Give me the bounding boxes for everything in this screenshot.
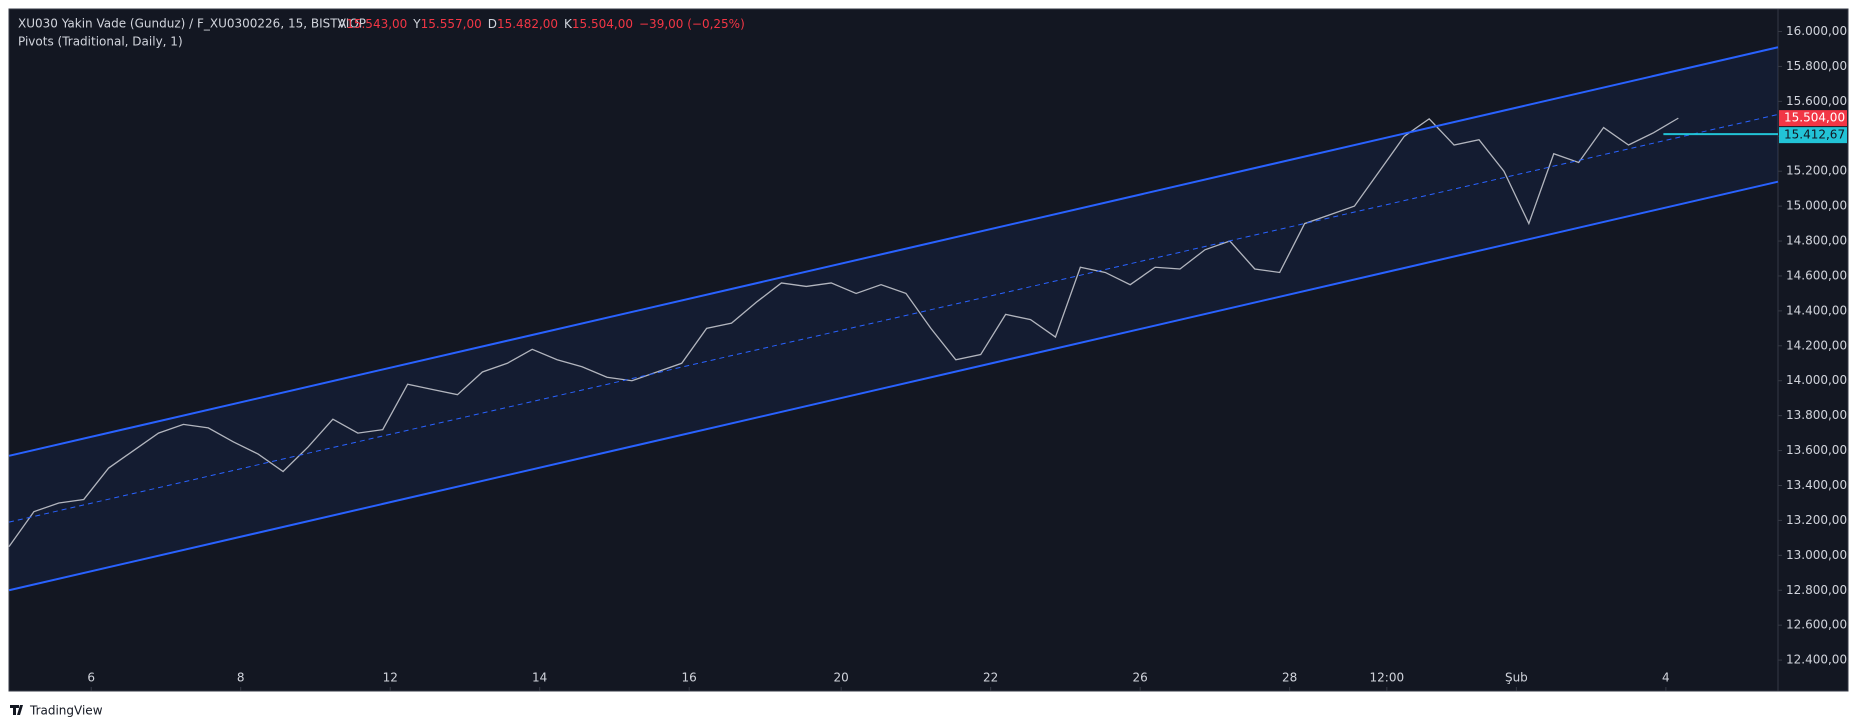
y-tick-label: 15.800,00 <box>1786 59 1847 73</box>
y-tick-label: 13.400,00 <box>1786 478 1847 492</box>
x-tick-label: 22 <box>983 671 998 685</box>
price-label-box <box>1779 110 1847 127</box>
ohlc-value: 15.482,00 <box>497 17 558 31</box>
x-tick-label: 6 <box>87 671 95 685</box>
y-tick-label: 15.000,00 <box>1786 199 1847 213</box>
x-tick-label: 8 <box>237 671 245 685</box>
x-tick-label: 14 <box>532 671 547 685</box>
chart-panel <box>8 8 1849 692</box>
y-tick-label: 12.400,00 <box>1786 653 1847 667</box>
price-label: 15.412,67 <box>1784 128 1845 142</box>
ohlc-key: K <box>564 17 573 31</box>
channel-upper <box>8 46 1779 457</box>
ohlc-value: −39,00 (−0,25%) <box>639 17 745 31</box>
x-tick-label: 12:00 <box>1370 671 1405 685</box>
ohlc-value: 15.543,00 <box>346 17 407 31</box>
y-tick-label: 13.800,00 <box>1786 408 1847 422</box>
ohlc-value: 15.557,00 <box>421 17 482 31</box>
x-tick-label: Şub <box>1505 671 1528 685</box>
price-line <box>8 117 1679 547</box>
x-tick-label: 12 <box>383 671 398 685</box>
channel-fill <box>9 47 1778 591</box>
y-tick-label: 14.200,00 <box>1786 338 1847 352</box>
chart-title: XU030 Yakin Vade (Gunduz) / F_XU0300226,… <box>18 17 366 31</box>
y-tick-label: 13.600,00 <box>1786 443 1847 457</box>
y-tick-label: 14.600,00 <box>1786 268 1847 282</box>
x-tick-label: 4 <box>1662 671 1670 685</box>
ohlc-key: D <box>488 17 497 31</box>
ohlc-readout: A15.543,00 Y15.557,00 D15.482,00 K15.504,00… <box>338 17 745 31</box>
ohlc-key: A <box>338 17 347 31</box>
y-tick-label: 14.400,00 <box>1786 303 1847 317</box>
branding: TradingView <box>29 704 103 718</box>
y-tick-label: 16.000,00 <box>1786 24 1847 38</box>
logo <box>10 705 23 715</box>
y-tick-label: 14.800,00 <box>1786 234 1847 248</box>
x-tick-label: 20 <box>834 671 849 685</box>
channel-middle <box>8 113 1779 523</box>
ohlc-value: 15.504,00 <box>572 17 633 31</box>
y-tick-label: 12.800,00 <box>1786 583 1847 597</box>
ohlc-key: Y <box>412 17 421 31</box>
y-tick-label: 13.000,00 <box>1786 548 1847 562</box>
y-tick-label: 12.600,00 <box>1786 618 1847 632</box>
x-tick-label: 26 <box>1133 671 1148 685</box>
price-label: 15.504,00 <box>1784 111 1845 125</box>
indicator-name: Pivots (Traditional, Daily, 1) <box>18 35 183 49</box>
y-tick-label: 14.000,00 <box>1786 373 1847 387</box>
price-label-box <box>1779 127 1847 144</box>
channel-lower <box>8 180 1779 592</box>
x-tick-label: 16 <box>682 671 697 685</box>
y-tick-label: 13.200,00 <box>1786 513 1847 527</box>
y-tick-label: 15.200,00 <box>1786 164 1847 178</box>
y-tick-label: 15.600,00 <box>1786 94 1847 108</box>
x-tick-label: 28 <box>1282 671 1297 685</box>
